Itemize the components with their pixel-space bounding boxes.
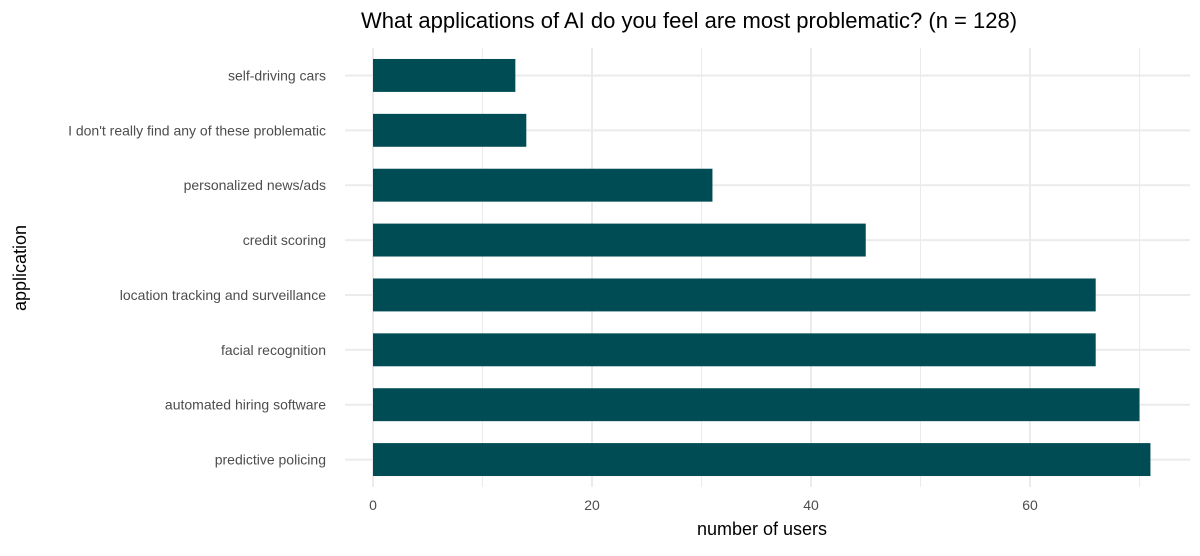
- bar-6: [373, 388, 1140, 422]
- bars: [373, 58, 1151, 477]
- x-axis-label: number of users: [697, 519, 827, 539]
- x-tick-label: 20: [584, 497, 600, 513]
- bar-0: [373, 58, 516, 92]
- y-tick-label: predictive policing: [215, 452, 326, 468]
- y-tick-label: automated hiring software: [165, 397, 326, 413]
- bar-1: [373, 113, 527, 147]
- bar-5: [373, 333, 1096, 367]
- x-tick-label: 0: [369, 497, 377, 513]
- y-tick-label: personalized news/ads: [184, 177, 326, 193]
- y-tick-labels: self-driving cars I don't really find any…: [68, 67, 326, 467]
- y-tick-label: I don't really find any of these problem…: [68, 122, 326, 138]
- y-tick-label: location tracking and surveillance: [120, 287, 326, 303]
- bar-3: [373, 223, 866, 257]
- y-tick-label: self-driving cars: [228, 67, 326, 83]
- x-tick-labels: 0 20 40 60: [369, 497, 1038, 513]
- bar-4: [373, 278, 1096, 312]
- y-tick-label: credit scoring: [243, 232, 326, 248]
- chart-title: What applications of AI do you feel are …: [361, 8, 1017, 33]
- x-tick-label: 60: [1022, 497, 1038, 513]
- y-axis-label: application: [10, 225, 30, 311]
- y-tick-label: facial recognition: [221, 342, 326, 358]
- bar-7: [373, 443, 1151, 477]
- bar-2: [373, 168, 713, 202]
- x-tick-label: 40: [803, 497, 819, 513]
